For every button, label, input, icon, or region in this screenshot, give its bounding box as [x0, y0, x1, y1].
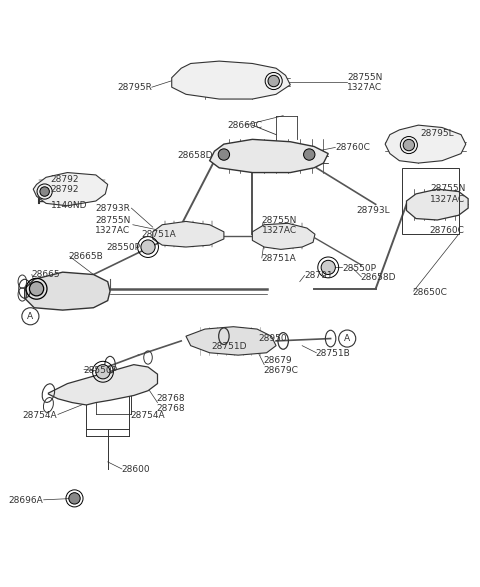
Text: 28650C: 28650C: [413, 288, 447, 296]
Text: 28768
28768: 28768 28768: [156, 394, 185, 413]
Circle shape: [141, 240, 155, 254]
Text: 28550P: 28550P: [342, 264, 376, 273]
Polygon shape: [407, 189, 468, 220]
Text: A: A: [344, 334, 350, 343]
Text: 28754A: 28754A: [131, 411, 165, 420]
Text: 28665B: 28665B: [68, 252, 103, 261]
Circle shape: [403, 139, 415, 151]
Polygon shape: [385, 125, 466, 163]
Circle shape: [303, 149, 315, 160]
Polygon shape: [24, 272, 110, 310]
Text: 28755N
1327AC: 28755N 1327AC: [430, 184, 466, 204]
Circle shape: [29, 282, 44, 296]
Circle shape: [268, 75, 279, 87]
Circle shape: [69, 492, 80, 504]
Text: 28755N
1327AC: 28755N 1327AC: [262, 216, 297, 235]
Circle shape: [321, 260, 336, 275]
Text: 28679
28679C: 28679 28679C: [263, 356, 298, 375]
Circle shape: [96, 365, 110, 379]
Text: 28755N
1327AC: 28755N 1327AC: [347, 73, 383, 92]
Text: 28950: 28950: [258, 334, 287, 343]
Text: 28600: 28600: [121, 465, 150, 474]
Text: 28658D: 28658D: [178, 151, 213, 160]
Polygon shape: [153, 221, 224, 247]
Polygon shape: [186, 327, 276, 355]
Polygon shape: [210, 139, 328, 173]
Text: A: A: [27, 312, 34, 321]
Text: 28793R: 28793R: [96, 204, 131, 212]
Text: 28751A: 28751A: [262, 254, 297, 264]
Text: 28665: 28665: [31, 270, 60, 279]
Text: 28754A: 28754A: [23, 411, 57, 420]
Text: 28550P: 28550P: [83, 366, 117, 375]
Text: 1140ND: 1140ND: [51, 201, 87, 210]
Text: 28795R: 28795R: [117, 83, 152, 92]
Bar: [402, 168, 459, 234]
Polygon shape: [33, 173, 108, 206]
Text: 28751B: 28751B: [315, 349, 350, 358]
Text: 28751D: 28751D: [211, 342, 247, 351]
Text: 28795L: 28795L: [420, 129, 455, 138]
Polygon shape: [172, 61, 290, 99]
Text: 28658D: 28658D: [360, 274, 396, 282]
Circle shape: [218, 149, 229, 160]
Text: 28755N
1327AC: 28755N 1327AC: [95, 216, 131, 235]
Text: 28760C: 28760C: [429, 226, 464, 235]
Text: 28760C: 28760C: [336, 143, 370, 152]
Polygon shape: [252, 223, 315, 249]
Text: 28550P: 28550P: [106, 242, 140, 251]
Circle shape: [40, 187, 49, 196]
Text: 28791: 28791: [304, 271, 333, 281]
Text: 28751A: 28751A: [142, 230, 177, 239]
Text: 28660C: 28660C: [228, 121, 263, 130]
Text: 28793L: 28793L: [357, 206, 390, 215]
Polygon shape: [48, 365, 157, 405]
Text: 28792
28792: 28792 28792: [51, 175, 79, 194]
Text: 28696A: 28696A: [8, 496, 43, 505]
